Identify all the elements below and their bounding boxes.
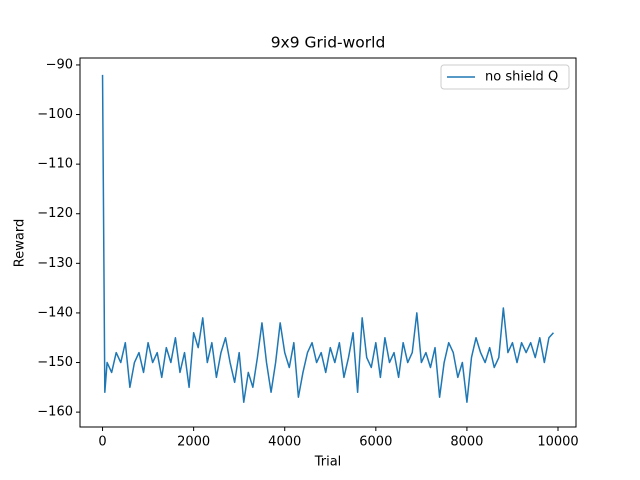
x-axis-label: Trial [314, 455, 342, 470]
x-tick-label: 2000 [177, 435, 210, 450]
y-tick-label: −90 [46, 57, 73, 72]
data-line [101, 74, 555, 403]
y-tick-label: −130 [37, 256, 73, 271]
x-tick-label: 8000 [450, 435, 483, 450]
plot-frame [79, 57, 577, 428]
legend-box [440, 64, 570, 90]
x-tick-label: 4000 [268, 435, 301, 450]
y-tick-label: −100 [37, 107, 73, 122]
y-tick-label: −120 [37, 206, 73, 221]
x-tick-label: 10000 [537, 435, 578, 450]
y-tick-label: −160 [37, 405, 73, 420]
y-tick-label: −110 [37, 157, 73, 172]
x-tick-label: 0 [98, 435, 106, 450]
chart-title: 9x9 Grid-world [271, 34, 386, 52]
y-tick-label: −150 [37, 355, 73, 370]
x-tick-label: 6000 [359, 435, 392, 450]
y-tick-label: −140 [37, 305, 73, 320]
y-axis-label: Reward [13, 219, 28, 267]
legend-label: no shield Q [485, 70, 558, 85]
